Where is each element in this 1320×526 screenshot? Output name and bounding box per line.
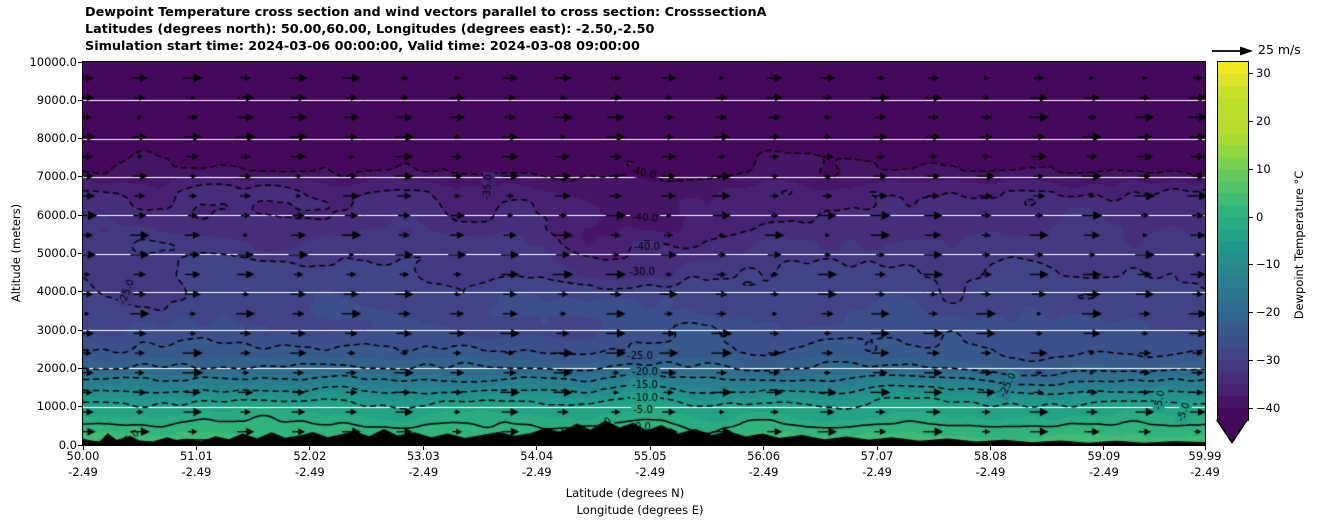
y-tick-mark — [78, 329, 83, 331]
colorbar-tick-mark — [1249, 359, 1253, 361]
colorbar-tick-label: 10 — [1256, 161, 1271, 176]
y-tick-mark — [78, 99, 83, 101]
x-tick-label-latitude: 59.99 — [1188, 449, 1222, 463]
colorbar-gradient — [1218, 62, 1248, 420]
x-tick-label-longitude: -2.49 — [635, 465, 666, 479]
x-tick-label-latitude: 54.04 — [520, 449, 554, 463]
y-tick-label: 9000.0 — [36, 92, 77, 107]
x-tick-label-longitude: -2.49 — [68, 465, 98, 479]
colorbar-tick-mark — [1249, 73, 1253, 75]
x-tick-label-longitude: -2.49 — [181, 465, 212, 479]
x-tick-label-latitude: 59.09 — [1087, 449, 1121, 463]
y-tick-mark — [78, 367, 83, 369]
x-tick-mark — [763, 445, 765, 450]
x-tick-label-latitude: 51.01 — [179, 449, 213, 463]
y-tick-label: 10000.0 — [29, 54, 77, 69]
x-tick-label-latitude: 50.00 — [66, 449, 100, 463]
x-tick-mark — [1204, 445, 1206, 450]
colorbar-extend-min-arrow — [1218, 420, 1246, 441]
colorbar-tick-mark — [1249, 121, 1253, 123]
plot-area — [82, 61, 1206, 446]
y-tick-label: 6000.0 — [36, 207, 77, 222]
x-tick-label-latitude: 57.07 — [860, 449, 894, 463]
x-tick-mark — [82, 445, 84, 450]
y-tick-mark — [78, 176, 83, 178]
colorbar-tick-label: −40 — [1256, 400, 1281, 415]
y-tick-mark — [78, 138, 83, 140]
x-tick-mark — [309, 445, 311, 450]
y-tick-mark — [78, 61, 83, 63]
chart-title-line-2: Latitudes (degrees north): 50.00,60.00, … — [85, 22, 655, 37]
x-tick-label-latitude: 53.03 — [406, 449, 440, 463]
x-tick-mark — [989, 445, 991, 450]
x-tick-mark — [536, 445, 538, 450]
y-tick-mark — [78, 253, 83, 254]
x-tick-mark — [876, 445, 878, 450]
y-tick-label: 8000.0 — [36, 131, 77, 146]
y-tick-mark — [78, 291, 83, 293]
colorbar-tick-mark — [1249, 216, 1253, 218]
y-tick-label: 5000.0 — [36, 246, 77, 260]
y-tick-label: 7000.0 — [36, 169, 77, 184]
colorbar-tick-label: −20 — [1256, 305, 1281, 320]
y-tick-mark — [78, 444, 83, 446]
chart-title-line-3: Simulation start time: 2024-03-06 00:00:… — [85, 39, 640, 54]
colorbar — [1217, 61, 1249, 421]
x-tick-label-longitude: -2.49 — [1190, 465, 1220, 479]
x-tick-label-longitude: -2.49 — [408, 465, 439, 479]
colorbar-tick-mark — [1249, 407, 1253, 409]
colorbar-tick-label: 30 — [1256, 66, 1271, 81]
x-tick-label-longitude: -2.49 — [862, 465, 892, 479]
x-tick-label-latitude: 52.02 — [293, 449, 327, 463]
x-tick-label-latitude: 58.08 — [974, 449, 1007, 463]
y-tick-label: 1000.0 — [36, 399, 77, 414]
colorbar-tick-label: −10 — [1256, 257, 1281, 272]
quiver-key-arrow-icon — [1211, 42, 1253, 56]
colorbar-tick-mark — [1249, 264, 1253, 266]
y-tick-mark — [78, 214, 83, 216]
colorbar-tick-label: −30 — [1256, 352, 1281, 367]
x-tick-label-latitude: 56.06 — [747, 449, 781, 463]
colorbar-tick-label: 20 — [1256, 114, 1271, 129]
y-tick-label: 4000.0 — [36, 284, 77, 299]
cross-section-canvas — [83, 62, 1205, 445]
y-tick-label: 2000.0 — [36, 360, 77, 375]
colorbar-tick-mark — [1249, 168, 1253, 170]
x-axis-label-latitude: Latitude (degrees N) — [565, 486, 685, 500]
quiver-key-label: 25 m/s — [1258, 42, 1301, 57]
chart-title-line-1: Dewpoint Temperature cross section and w… — [85, 5, 767, 20]
x-tick-mark — [422, 445, 424, 450]
x-tick-mark — [1103, 445, 1105, 450]
colorbar-label: Dewpoint Temperature °C — [1292, 170, 1306, 320]
x-tick-mark — [195, 445, 197, 450]
y-tick-label: 0.0 — [58, 437, 77, 452]
y-tick-label: 3000.0 — [36, 322, 77, 337]
x-tick-label-longitude: -2.49 — [1089, 465, 1119, 479]
colorbar-tick-label: 0 — [1256, 209, 1264, 224]
x-tick-mark — [649, 445, 651, 450]
x-tick-label-longitude: -2.49 — [521, 465, 552, 479]
y-tick-mark — [78, 406, 83, 408]
x-tick-label-latitude: 55.05 — [633, 449, 667, 463]
x-tick-label-longitude: -2.49 — [748, 465, 779, 479]
x-axis-label-longitude: Longitude (degrees E) — [576, 503, 704, 517]
colorbar-tick-mark — [1249, 312, 1253, 314]
x-tick-label-longitude: -2.49 — [294, 465, 325, 479]
x-tick-label-longitude: -2.49 — [975, 465, 1006, 479]
